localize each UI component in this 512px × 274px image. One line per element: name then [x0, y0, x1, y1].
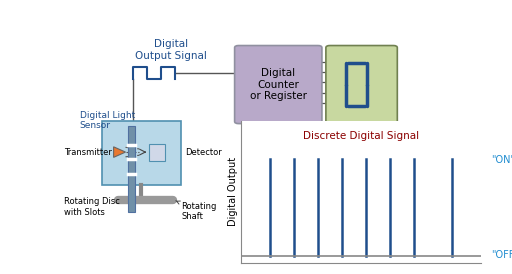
FancyBboxPatch shape	[326, 45, 397, 124]
FancyBboxPatch shape	[102, 121, 181, 185]
FancyBboxPatch shape	[150, 144, 165, 161]
Text: "OFF": "OFF"	[491, 250, 512, 260]
Text: Digital Light
Sensor: Digital Light Sensor	[80, 111, 135, 130]
FancyBboxPatch shape	[234, 45, 322, 124]
Text: Digital
Counter
or Register: Digital Counter or Register	[250, 68, 307, 101]
Text: Detector: Detector	[185, 148, 222, 156]
Text: "ON": "ON"	[491, 155, 512, 165]
Text: Rotating Disc
with Slots: Rotating Disc with Slots	[64, 198, 120, 217]
Y-axis label: Digital Output: Digital Output	[228, 157, 238, 226]
Text: Discrete Digital Signal: Discrete Digital Signal	[303, 130, 419, 141]
Text: Digital
Output Signal: Digital Output Signal	[135, 39, 207, 61]
Text: Transmitter: Transmitter	[64, 148, 112, 156]
Text: Display: Display	[344, 130, 380, 140]
Polygon shape	[114, 147, 125, 157]
Text: Rotating
Shaft: Rotating Shaft	[176, 201, 217, 221]
FancyBboxPatch shape	[129, 126, 135, 212]
